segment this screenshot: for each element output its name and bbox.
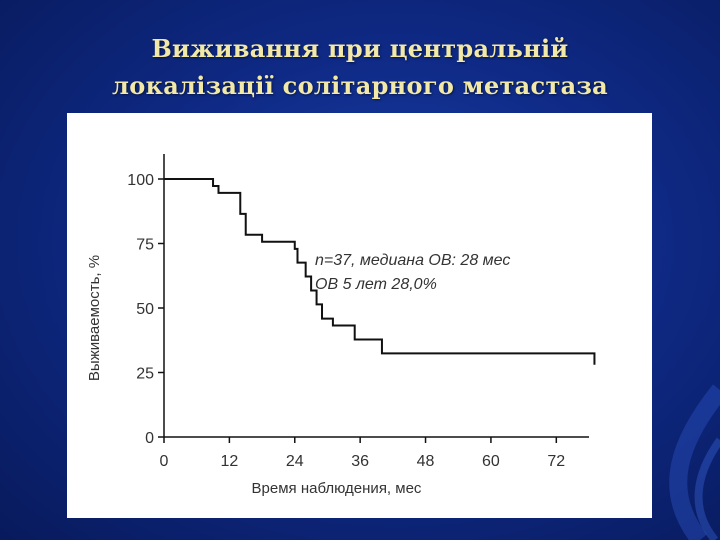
x-axis-label: Время наблюдения, мес [252,480,422,497]
x-tick-label: 0 [160,453,169,470]
y-tick-label: 50 [136,301,154,318]
slide-title-line-2: локалізації солітарного метастаза [112,71,608,100]
axes [163,154,589,438]
x-tick-label: 60 [482,453,500,470]
x-tick-label: 72 [547,453,565,470]
slide-title: Виживання при центральній локалізації со… [0,30,720,104]
y-tick-label: 25 [136,366,154,383]
chart-panel: 0 25 50 75 100 0 12 24 36 48 60 72 Выживаемость, %… [67,113,652,518]
x-ticks: 0 12 24 36 48 60 72 [160,437,565,470]
survival-chart: 0 25 50 75 100 0 12 24 36 48 60 72 Выживаемость, %… [86,154,596,497]
annotation-n-median: n=37, медиана ОВ: 28 мес [315,252,510,269]
y-axis-label: Выживаемость, % [86,255,103,381]
y-tick-label: 75 [136,237,154,254]
survival-curve [164,178,596,365]
x-tick-label: 24 [286,453,304,470]
x-tick-label: 36 [351,453,369,470]
x-tick-label: 48 [417,453,435,470]
x-tick-label: 12 [220,453,238,470]
annotation-5yr-survival: ОВ 5 лет 28,0% [315,276,437,293]
y-ticks: 0 25 50 75 100 [127,172,164,447]
slide-title-line-1: Виживання при центральній [151,34,569,63]
y-tick-label: 0 [145,430,154,447]
y-tick-label: 100 [127,172,154,189]
decorative-wave [669,384,720,540]
